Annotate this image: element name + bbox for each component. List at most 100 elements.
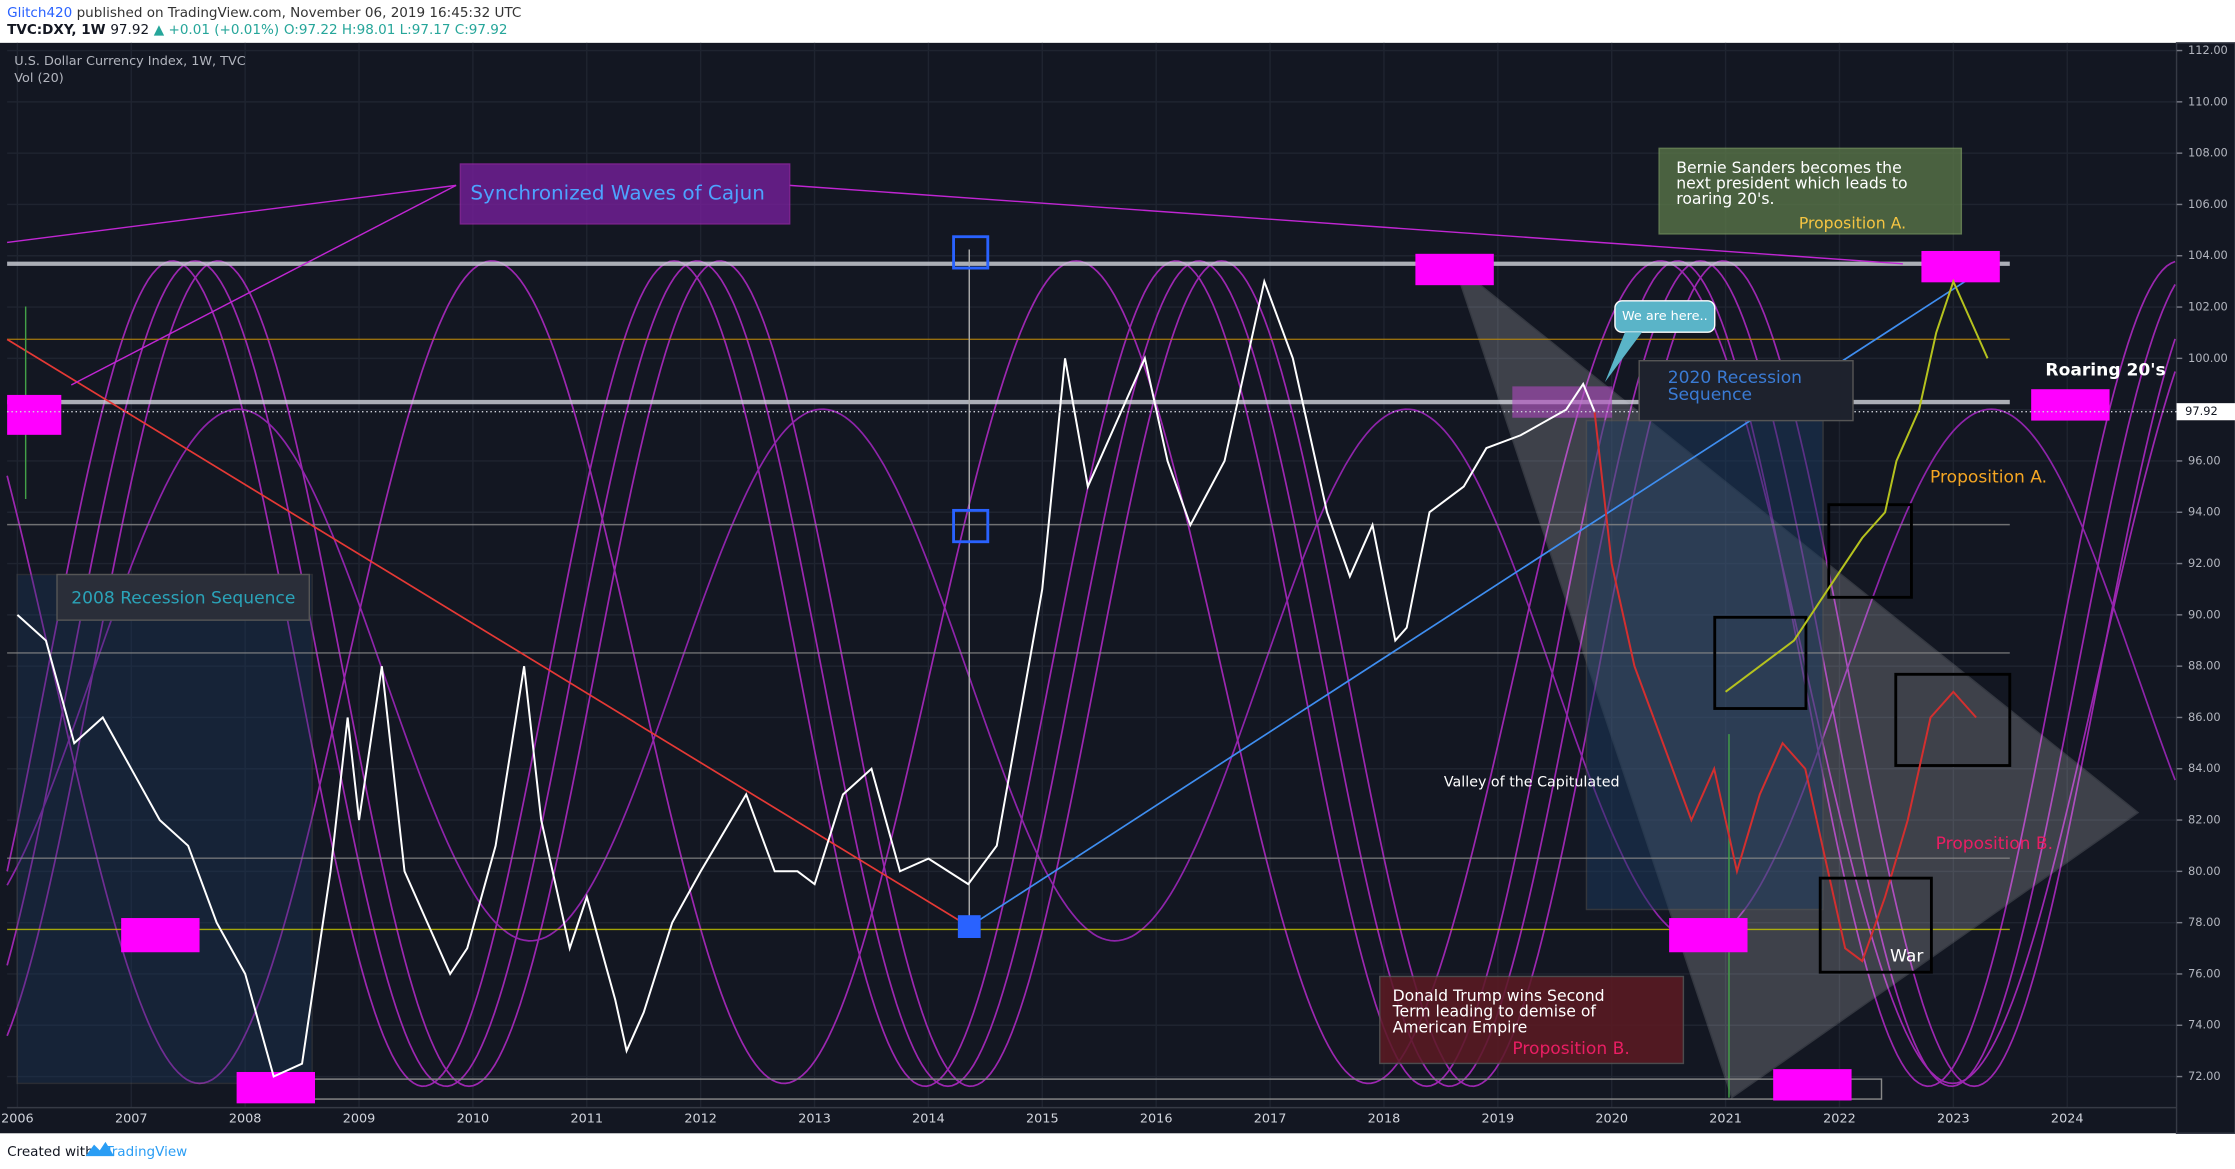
x-tick-label: 2014 xyxy=(912,1112,945,1127)
zone xyxy=(1585,419,1824,911)
author: Glitch420 xyxy=(7,5,72,21)
y-tick-label: 88.00 xyxy=(2188,659,2221,673)
callout xyxy=(1614,300,1716,333)
annotation: Donald Trump wins Second xyxy=(1393,986,1605,1005)
annotation: 2008 Recession Sequence xyxy=(71,589,295,609)
price-line xyxy=(1593,412,1977,963)
frame-box xyxy=(1827,503,1913,599)
x-tick-label: 2020 xyxy=(1595,1112,1628,1127)
ohlc: O:97.22 H:98.01 L:97.17 C:97.92 xyxy=(284,22,508,38)
annotation: American Empire xyxy=(1393,1017,1528,1036)
highlight-box xyxy=(7,394,62,435)
highlight-box xyxy=(2031,389,2110,421)
x-tick-label: 2016 xyxy=(1140,1112,1173,1127)
logo xyxy=(85,1141,115,1157)
annotation: We are here.. xyxy=(1622,309,1708,324)
annotation-box xyxy=(56,573,311,621)
published: published on TradingView.com, November 0… xyxy=(77,5,522,21)
highlight-box xyxy=(1921,250,2000,283)
x-tick-label: 2006 xyxy=(1,1112,34,1127)
marker-box xyxy=(957,915,981,938)
annotations: Synchronized Waves of Cajun Bernie Sande… xyxy=(56,147,2166,1065)
y-tick-label: 110.00 xyxy=(2188,94,2228,108)
highlight-box xyxy=(1415,253,1494,286)
price-line xyxy=(16,277,1596,1078)
last-price-tag xyxy=(2176,403,2235,421)
x-tick-label: 2019 xyxy=(1482,1112,1515,1127)
annotation: Synchronized Waves of Cajun xyxy=(470,180,765,204)
x-tick-label: 2007 xyxy=(115,1112,148,1127)
header: Glitch420 published on TradingView.com, … xyxy=(7,5,521,86)
x-tick-label: 2015 xyxy=(1026,1112,1059,1127)
highlight-box xyxy=(1669,918,1748,953)
y-tick-label: 106.00 xyxy=(2188,197,2228,211)
annotation: War xyxy=(1890,947,1924,967)
highlight-box xyxy=(121,918,200,953)
x-tick-label: 2023 xyxy=(1937,1112,1970,1127)
x-tick-label: 2017 xyxy=(1254,1112,1287,1127)
y-tick-label: 80.00 xyxy=(2188,864,2221,878)
frame-box xyxy=(1894,672,2012,767)
marker-box xyxy=(952,508,990,544)
series: 97.92 xyxy=(7,277,2235,1078)
annotation: Proposition A. xyxy=(1930,468,2047,488)
y-tick-label: 84.00 xyxy=(2188,761,2221,775)
annotation: Proposition A. xyxy=(1799,213,1906,232)
y-tick-label: 100.00 xyxy=(2188,351,2228,365)
annotation: roaring 20's. xyxy=(1676,189,1774,208)
x-tick-label: 2010 xyxy=(457,1112,490,1127)
annotation-box xyxy=(1658,147,1963,235)
x-tick-label: 2024 xyxy=(2051,1112,2084,1127)
y-tick-label: 74.00 xyxy=(2188,1018,2221,1032)
frame-box xyxy=(1713,615,1808,710)
last-price-label: 97.92 xyxy=(2185,404,2218,418)
y-tick-label: 102.00 xyxy=(2188,300,2228,314)
price-line xyxy=(1724,278,1989,693)
y-tick-label: 90.00 xyxy=(2188,607,2221,621)
y-tick-label: 94.00 xyxy=(2188,505,2221,519)
trend-line xyxy=(70,184,457,386)
annotation-box xyxy=(1818,876,1933,974)
price-axis xyxy=(2175,42,2235,1134)
y-tick-label: 78.00 xyxy=(2188,915,2221,929)
highlight-box xyxy=(236,1071,316,1104)
annotation: Valley of the Capitulated xyxy=(1444,775,1620,791)
x-tick-label: 2012 xyxy=(684,1112,717,1127)
y-tick-label: 82.00 xyxy=(2188,813,2221,827)
trend-line xyxy=(789,184,1903,265)
annotation: Term leading to demise of xyxy=(1392,1002,1597,1021)
trend-line xyxy=(6,338,970,928)
y-tick-label: 96.00 xyxy=(2188,453,2221,467)
x-tick-label: 2011 xyxy=(570,1112,603,1127)
created-with: Created with xyxy=(7,1144,94,1160)
marker-box xyxy=(952,235,990,270)
highlight-box xyxy=(1773,1069,1852,1101)
header-line: Glitch420 published on TradingView.com, … xyxy=(7,5,521,21)
annotation-box xyxy=(1638,360,1854,422)
annotation: 2020 Recession xyxy=(1668,368,1802,388)
y-tick-label: 92.00 xyxy=(2188,556,2221,570)
y-tick-label: 112.00 xyxy=(2188,43,2228,57)
drawings xyxy=(6,184,2176,1104)
annotation: Bernie Sanders becomes the xyxy=(1676,158,1901,177)
y-tick-label: 104.00 xyxy=(2188,248,2228,262)
y-tick-label: 72.00 xyxy=(2188,1069,2221,1083)
x-tick-label: 2018 xyxy=(1368,1112,1401,1127)
x-tick-label: 2021 xyxy=(1709,1112,1742,1127)
annotation: Roaring 20's xyxy=(2045,361,2165,381)
symbol: TVC:DXY, 1W xyxy=(7,22,106,38)
y-tick-label: 108.00 xyxy=(2188,146,2228,160)
change: ▲ +0.01 (+0.01%) xyxy=(154,22,279,38)
trend-line xyxy=(7,184,457,244)
annotation: Sequence xyxy=(1668,385,1752,405)
brand: TradingView xyxy=(104,1144,187,1160)
annotation-box xyxy=(1379,975,1685,1065)
indicator: Vol (20) xyxy=(14,71,64,86)
highlight-box xyxy=(1512,386,1613,418)
y-tick-label: 86.00 xyxy=(2188,710,2221,724)
header-line: TVC:DXY, 1W 97.92 ▲ +0.01 (+0.01%) O:97.… xyxy=(7,22,507,38)
price: 97.92 xyxy=(110,22,149,38)
x-tick-label: 2022 xyxy=(1823,1112,1856,1127)
zone xyxy=(16,573,313,1085)
